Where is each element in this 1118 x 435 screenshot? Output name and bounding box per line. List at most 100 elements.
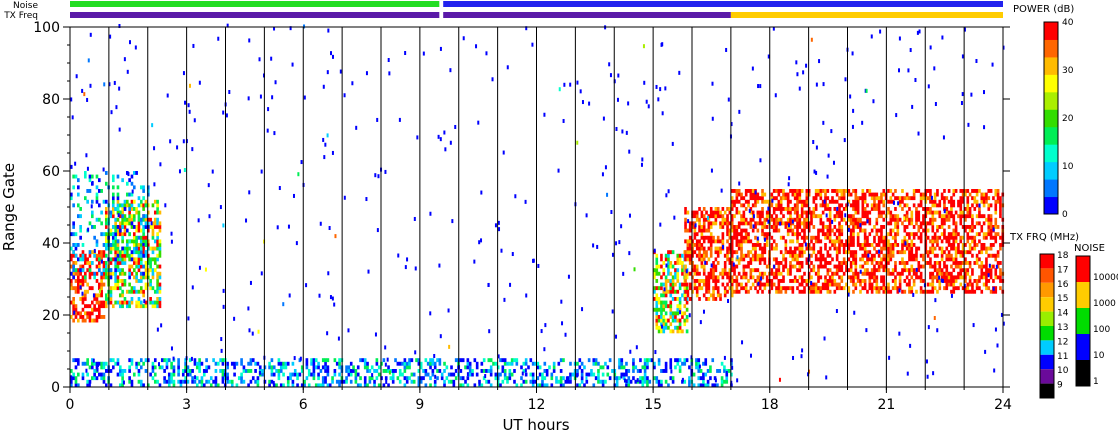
echo-cell xyxy=(989,264,993,269)
echo-cell xyxy=(840,286,844,291)
echo-cell xyxy=(326,331,329,336)
echo-cell xyxy=(156,289,159,294)
echo-cell xyxy=(116,358,120,363)
echo-cell xyxy=(580,376,584,381)
echo-cell xyxy=(852,221,855,226)
echo-cell xyxy=(782,279,785,283)
echo-cell xyxy=(960,101,963,106)
echo-cell xyxy=(798,225,802,229)
echo-cell xyxy=(156,253,159,258)
echo-cell xyxy=(699,369,703,373)
echo-cell xyxy=(146,192,150,197)
echo-cell xyxy=(671,379,675,384)
echo-cell xyxy=(93,318,96,323)
echo-cell xyxy=(744,282,748,287)
echo-cell xyxy=(985,250,988,255)
echo-cell xyxy=(873,192,876,197)
echo-cell xyxy=(142,225,145,229)
echo-cell xyxy=(121,217,124,222)
echo-cell xyxy=(940,232,944,237)
echo-cell xyxy=(655,322,659,327)
echo-cell xyxy=(609,73,612,78)
echo-cell xyxy=(240,358,243,363)
echo-cell xyxy=(151,300,155,305)
echo-cell xyxy=(966,239,970,244)
echo-cell xyxy=(908,221,911,226)
echo-cell xyxy=(422,51,425,56)
echo-cell xyxy=(115,105,118,110)
echo-cell xyxy=(226,372,229,377)
power-colorbar-title: POWER (dB) xyxy=(1013,4,1074,15)
echo-cell xyxy=(838,286,841,291)
echo-cell xyxy=(139,235,143,240)
echo-cell xyxy=(989,221,993,226)
echo-cell xyxy=(714,282,718,287)
echo-cell xyxy=(130,297,134,301)
echo-cell xyxy=(678,358,682,363)
echo-cell xyxy=(784,221,788,226)
echo-cell xyxy=(770,246,774,251)
echo-cell xyxy=(763,225,767,229)
echo-cell xyxy=(163,369,166,373)
echo-cell xyxy=(782,275,785,280)
echo-cell xyxy=(810,37,813,42)
echo-cell xyxy=(812,264,816,269)
echo-cell xyxy=(798,250,802,255)
echo-cell xyxy=(975,243,979,247)
echo-cell xyxy=(852,243,855,247)
echo-cell xyxy=(72,318,75,323)
echo-cell xyxy=(193,118,196,123)
echo-cell xyxy=(681,329,684,334)
echo-cell xyxy=(676,279,680,283)
echo-cell xyxy=(96,363,99,368)
echo-cell xyxy=(678,329,682,334)
echo-cell xyxy=(994,199,998,204)
echo-cell xyxy=(548,365,551,370)
echo-cell xyxy=(763,286,767,291)
echo-cell xyxy=(249,280,252,285)
echo-cell xyxy=(338,365,341,370)
echo-cell xyxy=(137,246,141,251)
echo-cell xyxy=(720,188,723,193)
echo-cell xyxy=(784,207,788,211)
echo-cell xyxy=(365,197,368,202)
echo-cell xyxy=(664,300,668,305)
echo-cell xyxy=(989,225,993,229)
echo-cell xyxy=(945,196,949,201)
echo-cell xyxy=(417,376,421,381)
echo-cell xyxy=(356,383,360,388)
echo-cell xyxy=(102,271,106,276)
echo-cell xyxy=(826,250,830,255)
echo-cell xyxy=(800,354,803,359)
echo-cell xyxy=(697,361,701,366)
echo-cell xyxy=(838,282,841,287)
echo-cell xyxy=(693,214,697,219)
echo-cell xyxy=(76,383,80,388)
echo-cell xyxy=(772,275,776,280)
echo-cell xyxy=(488,329,491,334)
echo-cell xyxy=(943,221,946,226)
echo-cell xyxy=(730,250,734,255)
echo-cell xyxy=(653,286,656,291)
echo-cell xyxy=(889,221,893,226)
echo-cell xyxy=(896,250,900,255)
echo-cell xyxy=(964,289,967,294)
echo-cell xyxy=(70,97,73,102)
echo-cell xyxy=(959,253,963,258)
echo-cell xyxy=(863,232,867,237)
echo-cell xyxy=(870,257,874,262)
echo-cell xyxy=(291,379,295,384)
echo-cell xyxy=(880,199,883,204)
echo-cell xyxy=(321,376,325,381)
echo-cell xyxy=(924,246,928,251)
echo-cell xyxy=(749,250,753,255)
echo-cell xyxy=(662,304,666,309)
echo-cell xyxy=(114,232,117,237)
echo-cell xyxy=(912,225,916,229)
echo-cell xyxy=(653,365,656,370)
echo-cell xyxy=(100,279,103,283)
echo-cell xyxy=(936,279,939,283)
echo-cell xyxy=(109,383,113,388)
echo-cell xyxy=(195,365,199,370)
echo-cell xyxy=(737,210,741,215)
